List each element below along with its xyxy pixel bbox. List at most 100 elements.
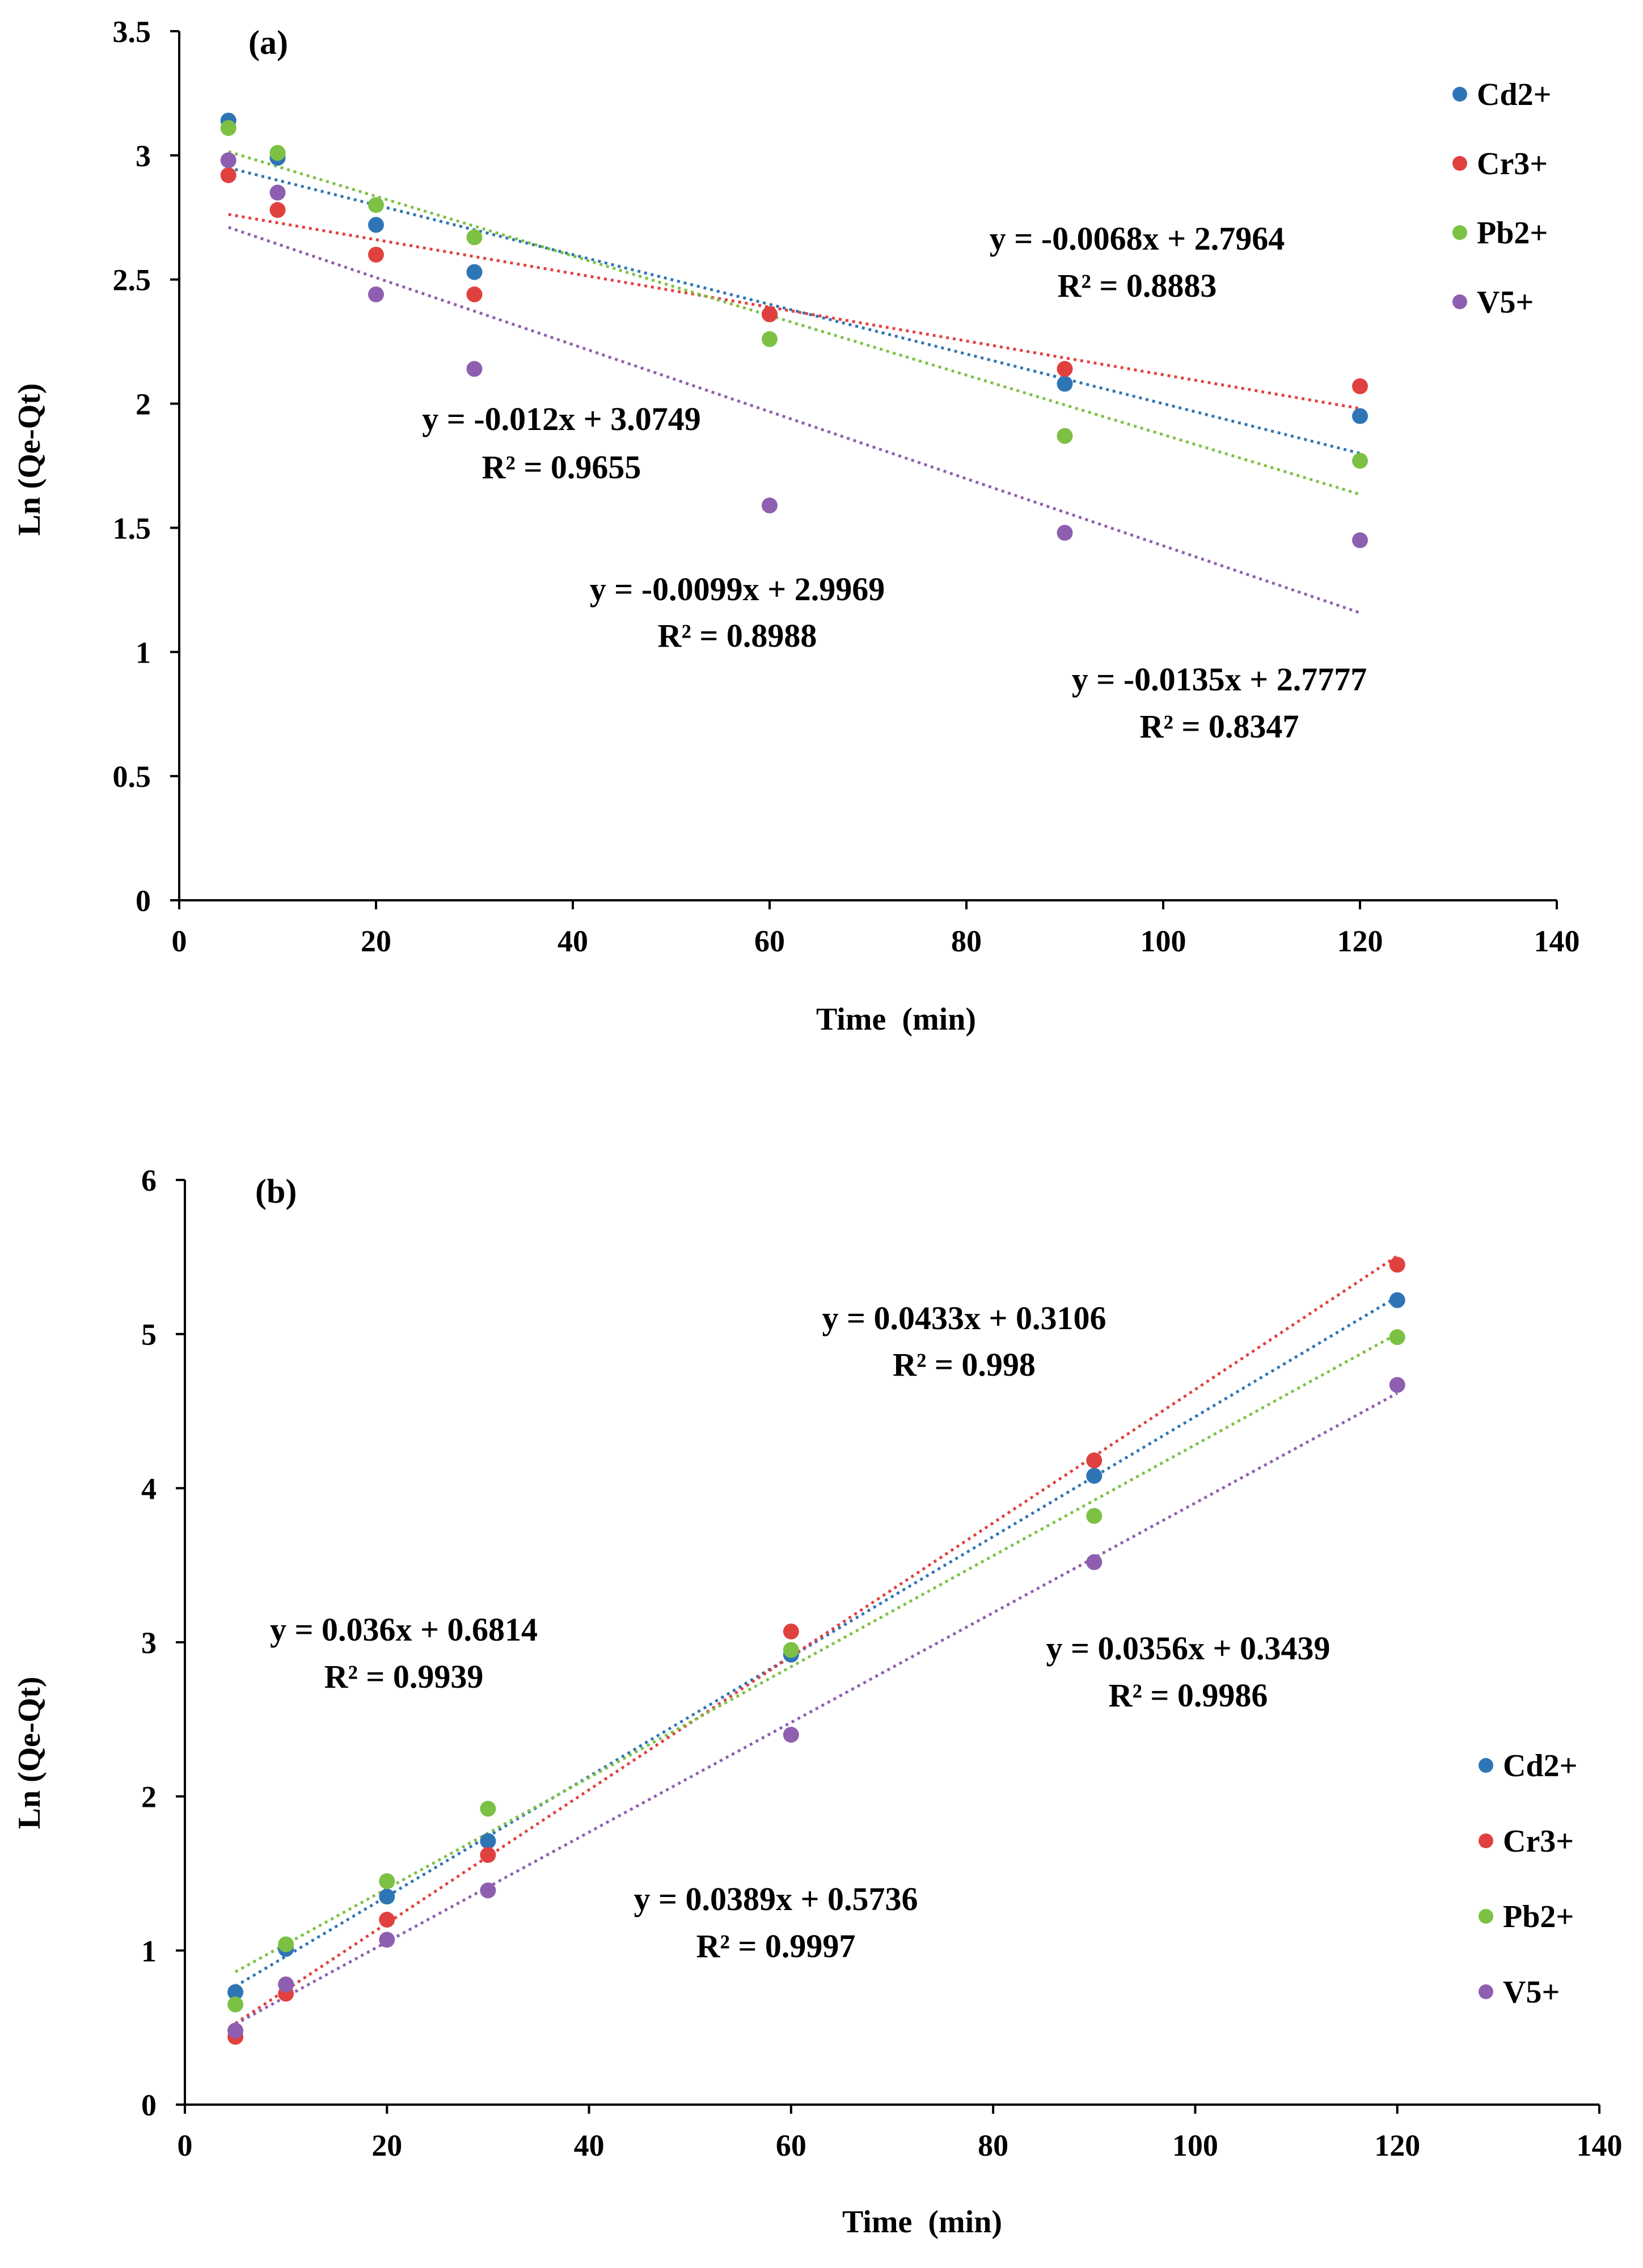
data-point-v5 [269, 184, 286, 201]
data-point-v5 [1389, 1377, 1405, 1393]
legend: Cd2+ Cr3+ Pb2+ V5+ [1452, 77, 1552, 320]
annotation-equation: y = 0.0356x + 0.3439 [1046, 1630, 1330, 1667]
annotation-r2: R² = 0.8988 [658, 617, 817, 654]
trendline-v5 [234, 1392, 1398, 2026]
y-tick-labels: 0 1 2 3 4 5 6 [141, 1163, 157, 2122]
annotation-r2: R² = 0.998 [893, 1346, 1036, 1383]
data-point-v5 [762, 498, 778, 514]
data-point-cr3 [1352, 378, 1368, 394]
data-point-v5 [368, 286, 384, 302]
y-tick-label: 6 [141, 1163, 157, 1198]
x-tick-label: 100 [1141, 924, 1186, 958]
x-tick-label: 0 [172, 924, 187, 958]
legend-marker [1479, 1758, 1493, 1773]
data-point-cr3 [1086, 1452, 1103, 1469]
data-point-cr3 [220, 167, 236, 183]
legend-label: Pb2+ [1477, 216, 1548, 251]
data-point-cr3 [368, 246, 384, 263]
data-point-cr3 [1389, 1257, 1405, 1273]
y-tick-label: 3 [136, 139, 151, 173]
annotation-r2: R² = 0.8883 [1058, 267, 1217, 304]
panel-label: (a) [248, 24, 288, 61]
y-tick-label: 1 [136, 635, 151, 669]
annotation-r2: R² = 0.9997 [696, 1928, 856, 1965]
data-point-pb2 [227, 1996, 244, 2013]
y-tick-label: 4 [141, 1472, 157, 1506]
data-point-cd2 [1389, 1292, 1405, 1308]
data-point-v5 [480, 1882, 496, 1899]
chart-b: 0 1 2 3 4 5 6 0 20 40 60 80 100 120 140 (b) Time (min… [12, 1163, 1623, 2240]
trendlines [234, 1254, 1399, 2026]
data-point-v5 [1057, 525, 1073, 541]
data-point-v5 [783, 1727, 799, 1743]
data-points [220, 112, 1368, 549]
panel-label: (b) [255, 1173, 297, 1210]
x-tick-label: 140 [1577, 2128, 1623, 2162]
data-point-cr3 [1057, 361, 1073, 377]
x-tick-label: 40 [557, 924, 588, 958]
data-point-cd2 [1086, 1468, 1103, 1484]
data-point-v5 [1352, 532, 1368, 549]
y-axis-label: Ln (Qe-Qt) [12, 1676, 47, 1829]
y-tick-labels: 0 0.5 1 1.5 2 2.5 3 3.5 [113, 15, 151, 918]
legend-marker [1479, 1833, 1493, 1848]
chart-a: 00.511.522.533.5 0 20 40 60 80 100 120 140 (a) … [12, 15, 1580, 1037]
y-tick-label: 5 [141, 1318, 157, 1352]
data-point-cd2 [480, 1833, 496, 1849]
trendline-cr3 [228, 213, 1361, 410]
data-point-cd2 [466, 264, 483, 280]
x-tick-labels: 0 20 40 60 80 100 120 140 [172, 924, 1580, 958]
annotation-equation: y = -0.0135x + 2.7777 [1072, 661, 1367, 698]
y-tick-label: 3 [141, 1626, 157, 1660]
x-axis-label: Time (min) [816, 1002, 976, 1037]
data-point-v5 [379, 1932, 395, 1948]
x-axis-label: Time (min) [842, 2204, 1002, 2240]
legend-marker [1479, 1909, 1493, 1924]
data-point-pb2 [368, 197, 384, 213]
trendline-pb2 [228, 150, 1361, 496]
legend: Cd2+ Cr3+ Pb2+ V5+ [1479, 1748, 1578, 2010]
annotations: y = 0.0433x + 0.3106 R² = 0.998 y = 0.03… [270, 1300, 1331, 1965]
legend-label: Pb2+ [1503, 1899, 1574, 1934]
x-tick-label: 20 [361, 924, 391, 958]
legend-label: V5+ [1477, 285, 1534, 320]
axes [170, 30, 1558, 909]
annotation-equation: y = -0.0068x + 2.7964 [990, 220, 1285, 257]
data-point-pb2 [1352, 453, 1368, 469]
data-point-pb2 [379, 1873, 395, 1890]
annotation-r2: R² = 0.9986 [1109, 1677, 1268, 1714]
y-tick-label: 1.5 [113, 511, 151, 545]
annotations: y = -0.0068x + 2.7964 R² = 0.8883 y = -0… [422, 220, 1367, 745]
x-tick-label: 20 [371, 2128, 402, 2162]
annotation-equation: y = 0.0433x + 0.3106 [822, 1300, 1106, 1337]
data-point-cr3 [762, 306, 778, 322]
legend-label: V5+ [1503, 1975, 1560, 2010]
annotation-equation: y = -0.0099x + 2.9969 [590, 571, 885, 608]
y-tick-label: 2.5 [113, 263, 151, 297]
x-tick-label: 60 [776, 2128, 806, 2162]
y-tick-label: 0.5 [113, 760, 151, 794]
trendline-cd2 [234, 1295, 1398, 1988]
x-tick-label: 120 [1337, 924, 1383, 958]
x-tick-labels: 0 20 40 60 80 100 120 140 [178, 2128, 1623, 2162]
data-point-cd2 [379, 1888, 395, 1905]
x-tick-label: 140 [1534, 924, 1580, 958]
data-point-cr3 [783, 1623, 799, 1639]
data-point-v5 [1086, 1554, 1103, 1570]
x-tick-label: 60 [754, 924, 785, 958]
data-point-v5 [227, 2022, 244, 2039]
annotation-equation: y = 0.0389x + 0.5736 [633, 1881, 918, 1917]
y-tick-label: 1 [141, 1934, 157, 1968]
legend-label: Cd2+ [1503, 1748, 1578, 1784]
legend-label: Cr3+ [1477, 146, 1548, 182]
y-axis-label: Ln (Qe-Qt) [12, 383, 47, 536]
legend-marker [1452, 87, 1467, 102]
x-tick-label: 0 [178, 2128, 193, 2162]
data-point-pb2 [1057, 428, 1073, 444]
data-point-cr3 [379, 1912, 395, 1928]
data-point-v5 [278, 1976, 294, 1993]
annotation-r2: R² = 0.8347 [1140, 708, 1299, 745]
x-tick-label: 80 [978, 2128, 1008, 2162]
data-point-pb2 [1389, 1329, 1405, 1346]
data-point-pb2 [480, 1801, 496, 1817]
